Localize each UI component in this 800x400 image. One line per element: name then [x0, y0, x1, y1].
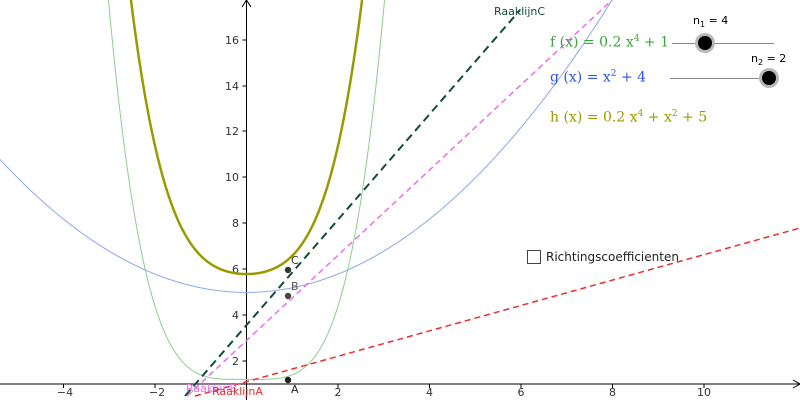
y-tick-label: 8 [232, 217, 239, 230]
slider-n2-name: n [751, 52, 758, 65]
tangent-line-c[interactable] [184, 9, 521, 397]
point-c[interactable] [284, 266, 292, 274]
slider-n1-text: = 4 [705, 14, 729, 27]
y-ticks: 2 4 6 8 10 12 14 16 [225, 34, 247, 368]
checkbox-label: Richtingscoefficienten [546, 250, 679, 264]
function-h-exp4: 4 [637, 109, 644, 119]
point-label-b: B [291, 280, 299, 293]
tangent-label-a[interactable]: RaaklijnA [212, 385, 263, 398]
function-f-name: f [550, 34, 556, 51]
y-tick-label: 6 [232, 263, 239, 276]
function-f-var: (x) [559, 34, 579, 51]
tangent-label-c[interactable]: RaaklijnC [494, 5, 545, 18]
curve-h[interactable] [126, 0, 368, 276]
x-tick-label: 4 [426, 386, 433, 399]
x-tick-label: −4 [57, 386, 73, 399]
y-tick-label: 12 [225, 125, 239, 138]
function-h-var: (x) [563, 109, 583, 126]
function-f-exp: 4 [633, 34, 640, 44]
richtingscoefficienten-checkbox[interactable]: Richtingscoefficienten [527, 250, 679, 264]
x-tick-label: 6 [518, 386, 525, 399]
function-h-eq: = [586, 109, 599, 126]
function-h-coef: 0.2 x [602, 109, 638, 126]
curve-f[interactable] [105, 0, 389, 380]
function-h-name: h [550, 109, 560, 126]
function-g-var: (x) [563, 69, 583, 86]
slider-n2-track[interactable] [670, 78, 773, 79]
x-tick-label: 2 [335, 386, 342, 399]
point-b[interactable] [284, 292, 292, 300]
slider-n2-label: n2 = 2 [751, 52, 786, 67]
slider-n1-track[interactable] [672, 43, 774, 44]
x-axis-arrow [792, 379, 800, 389]
point-label-c: C [291, 254, 299, 267]
function-f-label[interactable]: f (x) = 0.2 x4 + 1 [550, 34, 669, 51]
function-h-label[interactable]: h (x) = 0.2 x4 + x2 + 5 [550, 109, 707, 126]
function-f-eq: = [582, 34, 595, 51]
curve-g[interactable] [0, 0, 642, 293]
function-f-tail: + 1 [639, 34, 670, 51]
checkbox-box[interactable] [527, 250, 541, 264]
x-tick-label: 8 [609, 386, 616, 399]
y-tick-label: 14 [225, 80, 239, 93]
function-g-tail: + 4 [616, 69, 647, 86]
slider-n1-knob[interactable] [698, 36, 712, 50]
y-tick-label: 10 [225, 171, 239, 184]
function-h-tail: + 5 [677, 109, 708, 126]
tangent-label-b[interactable]: RaaklijnB [186, 382, 237, 395]
slider-n1-label: n1 = 4 [693, 14, 728, 29]
slider-n2-text: = 2 [763, 52, 787, 65]
function-f-coef: 0.2 x [599, 34, 634, 51]
x-ticks: −4 −2 2 4 6 8 10 [57, 384, 711, 399]
tangent-line-b[interactable] [186, 0, 613, 397]
point-label-a: A [291, 383, 299, 396]
y-tick-label: 2 [232, 355, 239, 368]
x-tick-label: 10 [697, 386, 711, 399]
function-g-name: g [550, 69, 559, 86]
point-a[interactable] [284, 376, 292, 384]
slider-n1-sub: 1 [699, 20, 706, 30]
y-tick-label: 16 [225, 34, 239, 47]
x-tick-label: −2 [149, 386, 165, 399]
slider-n2-sub: 2 [757, 58, 764, 68]
function-g-eq: = [586, 69, 599, 86]
function-g-label[interactable]: g (x) = x2 + 4 [550, 69, 646, 86]
slider-n2-knob[interactable] [762, 71, 776, 85]
function-h-mid: + x [643, 109, 672, 126]
function-g-base: x [602, 69, 611, 86]
function-h-exp2: 2 [671, 109, 678, 119]
y-tick-label: 4 [232, 309, 239, 322]
function-g-exp: 2 [610, 69, 617, 79]
slider-n1-name: n [693, 14, 700, 27]
y-axis-arrow [241, 0, 252, 8]
tangent-line-a[interactable] [194, 227, 800, 397]
